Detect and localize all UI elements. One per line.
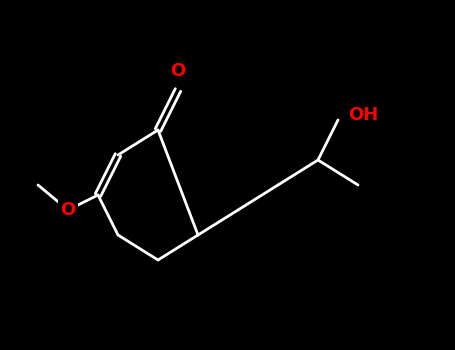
Text: O: O xyxy=(61,201,76,219)
Text: OH: OH xyxy=(348,106,378,124)
Text: O: O xyxy=(170,62,186,80)
